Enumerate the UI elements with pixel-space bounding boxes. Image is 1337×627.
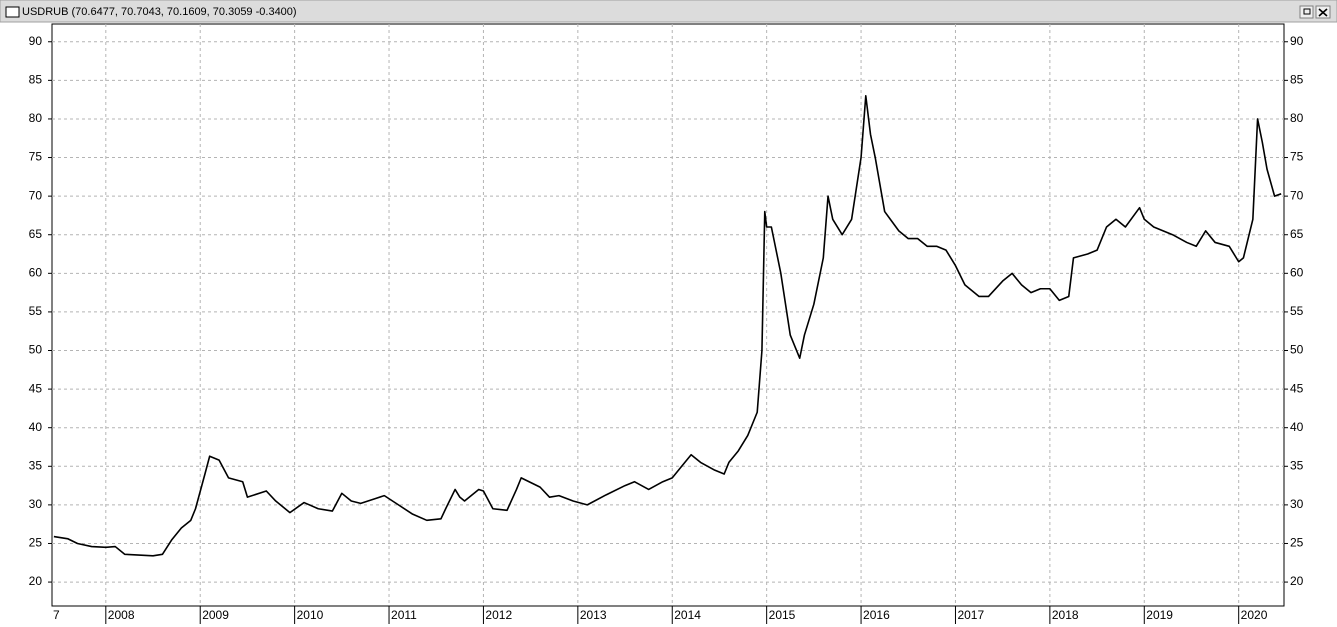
y-tick-label: 55 xyxy=(1290,304,1304,318)
x-tick-label-clipped: 7 xyxy=(53,608,60,622)
y-tick-label: 85 xyxy=(1290,73,1304,87)
x-tick-label: 2008 xyxy=(108,608,135,622)
y-tick-label: 70 xyxy=(1290,188,1304,202)
y-tick-label: 50 xyxy=(1290,343,1304,357)
y-tick-label: 40 xyxy=(1290,420,1304,434)
x-tick-label: 2012 xyxy=(485,608,512,622)
y-tick-label: 35 xyxy=(1290,458,1304,472)
plot-area xyxy=(52,24,1284,606)
y-tick-label: 80 xyxy=(1290,111,1304,125)
x-tick-label: 2011 xyxy=(391,608,417,622)
y-tick-label: 75 xyxy=(1290,150,1304,164)
y-tick-label: 55 xyxy=(29,304,43,318)
x-tick-label: 2018 xyxy=(1052,608,1079,622)
window-title: USDRUB (70.6477, 70.7043, 70.1609, 70.30… xyxy=(22,6,297,18)
x-tick-label: 2020 xyxy=(1241,608,1268,622)
y-tick-label: 30 xyxy=(29,497,43,511)
y-tick-label: 20 xyxy=(29,574,43,588)
y-tick-label: 70 xyxy=(29,188,43,202)
y-tick-label: 90 xyxy=(1290,34,1304,48)
x-tick-label: 2017 xyxy=(957,608,984,622)
y-tick-label: 90 xyxy=(29,34,43,48)
y-tick-label: 85 xyxy=(29,73,43,87)
window-icon xyxy=(5,6,20,18)
close-button[interactable] xyxy=(1315,5,1331,19)
x-tick-label: 2015 xyxy=(769,608,796,622)
x-tick-label: 2013 xyxy=(580,608,607,622)
y-tick-label: 20 xyxy=(1290,574,1304,588)
x-tick-label: 2019 xyxy=(1146,608,1173,622)
y-tick-label: 65 xyxy=(29,227,43,241)
y-tick-label: 30 xyxy=(1290,497,1304,511)
x-tick-label: 2014 xyxy=(674,608,701,622)
y-tick-label: 40 xyxy=(29,420,43,434)
y-tick-label: 25 xyxy=(29,536,43,550)
y-tick-label: 45 xyxy=(29,381,43,395)
title-bar xyxy=(0,0,1337,23)
y-tick-label: 65 xyxy=(1290,227,1304,241)
y-tick-label: 45 xyxy=(1290,381,1304,395)
y-tick-label: 60 xyxy=(1290,265,1304,279)
restore-button[interactable] xyxy=(1299,5,1314,19)
x-tick-label: 2009 xyxy=(202,608,229,622)
y-tick-label: 25 xyxy=(1290,536,1304,550)
plot-frame xyxy=(51,23,1285,607)
y-tick-label: 80 xyxy=(29,111,43,125)
price-line xyxy=(53,94,1282,557)
x-tick-label: 2016 xyxy=(863,608,890,622)
y-tick-label: 35 xyxy=(29,458,43,472)
y-tick-label: 50 xyxy=(29,343,43,357)
y-tick-label: 75 xyxy=(29,150,43,164)
y-tick-label: 60 xyxy=(29,265,43,279)
x-tick-label: 2010 xyxy=(297,608,324,622)
